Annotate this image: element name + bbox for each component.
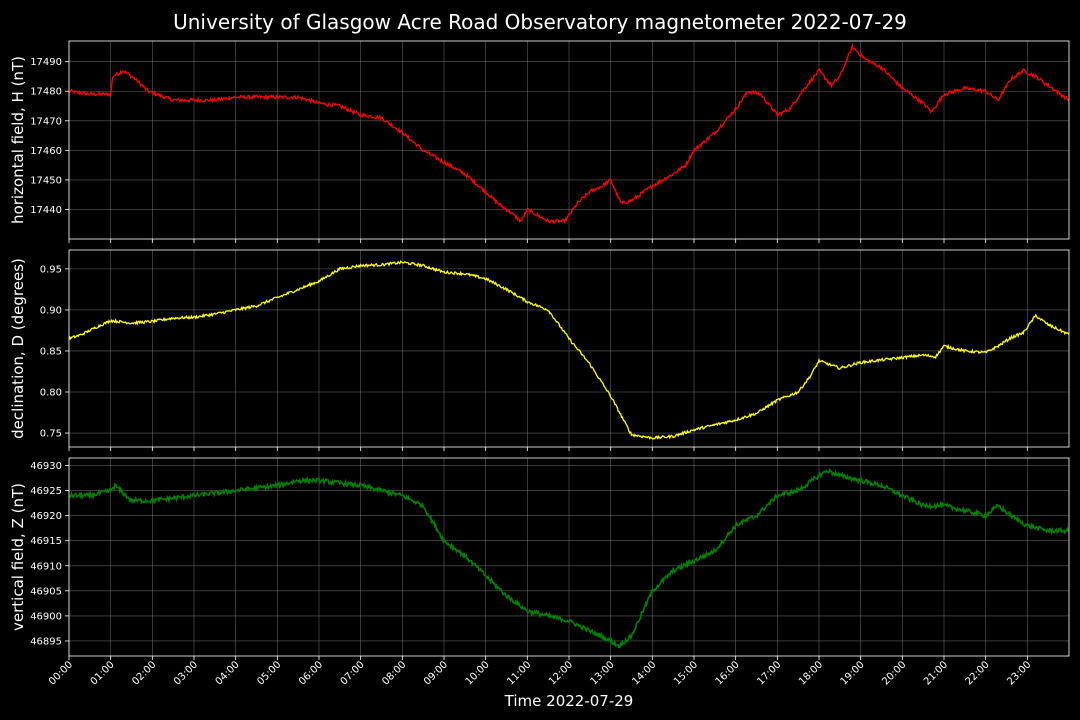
x-tick-labels: 00:00 01:00 02:00 03:00 04:00 05:00 06:00 07:00… <box>47 659 1033 687</box>
axes-frame <box>68 457 1070 657</box>
y-axis-label: vertical field, Z (nT) <box>9 483 27 631</box>
y-tick-label: 17490 <box>30 57 62 68</box>
z-panel: 46895 46900 46905 46910 46915 46920 46925 46930… <box>9 457 1070 660</box>
x-tick-label: 11:00 <box>505 659 533 687</box>
x-tick-label: 16:00 <box>714 659 742 687</box>
x-tick-label: 23:00 <box>1005 659 1033 687</box>
y-tick-label: 0.75 <box>40 429 62 440</box>
y-axis-label: horizontal field, H (nT) <box>9 56 27 224</box>
y-tick-label: 17480 <box>30 87 62 98</box>
x-tick-label: 07:00 <box>339 659 367 687</box>
x-tick-label: 13:00 <box>589 659 617 687</box>
d-panel: 0.75 0.80 0.85 0.90 0.95 declination, D (degr… <box>9 249 1070 451</box>
x-tick-label: 00:00 <box>47 659 75 687</box>
x-tick-label: 15:00 <box>672 659 700 687</box>
x-tick-label: 05:00 <box>255 659 283 687</box>
x-tick-label: 14:00 <box>630 659 658 687</box>
axes-frame <box>68 40 1070 240</box>
y-tick-label: 0.95 <box>40 264 62 275</box>
y-tick-label: 46920 <box>30 511 62 522</box>
x-tick-label: 01:00 <box>89 659 117 687</box>
panels-layer: 17440 17450 17460 17470 17480 17490horizontal… <box>9 40 1070 688</box>
x-tick-label: 20:00 <box>880 659 908 687</box>
x-tick-label: 09:00 <box>422 659 450 687</box>
x-tick-label: 12:00 <box>547 659 575 687</box>
x-tick-label: 10:00 <box>464 659 492 687</box>
data-line <box>68 260 1070 441</box>
y-axis-label: declination, D (degrees) <box>9 258 27 439</box>
x-tick-label: 04:00 <box>214 659 242 687</box>
x-axis-label: Time 2022-07-29 <box>504 692 634 710</box>
x-tick-label: 21:00 <box>922 659 950 687</box>
y-tick-label: 17450 <box>30 175 62 186</box>
y-tick-label: 17440 <box>30 205 62 216</box>
x-tick-label: 18:00 <box>797 659 825 687</box>
x-tick-label: 08:00 <box>380 659 408 687</box>
x-tick-label: 19:00 <box>839 659 867 687</box>
x-tick-label: 17:00 <box>755 659 783 687</box>
y-tick-label: 46910 <box>30 561 62 572</box>
chart-title: University of Glasgow Acre Road Observat… <box>173 10 907 34</box>
x-tick-label: 06:00 <box>297 659 325 687</box>
data-line <box>68 467 1070 649</box>
y-tick-label: 46925 <box>30 486 62 497</box>
y-tick-label: 46915 <box>30 536 62 547</box>
y-tick-label: 0.80 <box>40 388 62 399</box>
y-tick-label: 0.85 <box>40 346 62 357</box>
x-tick-label: 03:00 <box>172 659 200 687</box>
y-tick-label: 46905 <box>30 586 62 597</box>
x-tick-label: 02:00 <box>130 659 158 687</box>
y-tick-label: 46900 <box>30 611 62 622</box>
y-tick-label: 46895 <box>30 636 62 647</box>
y-tick-label: 17470 <box>30 116 62 127</box>
y-tick-label: 0.90 <box>40 305 62 316</box>
data-line <box>68 42 1070 225</box>
h-panel: 17440 17450 17460 17470 17480 17490horizontal… <box>9 40 1070 243</box>
x-tick-label: 22:00 <box>964 659 992 687</box>
axes-frame <box>68 249 1070 448</box>
y-tick-label: 17460 <box>30 146 62 157</box>
y-tick-label: 46930 <box>30 461 62 472</box>
